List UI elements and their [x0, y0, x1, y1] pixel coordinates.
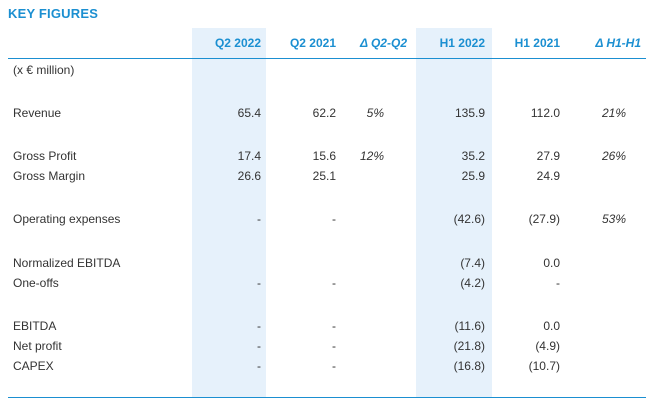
row-label-normalized-ebitda: Normalized EBITDA	[13, 256, 121, 270]
highlight-column-q2-2022	[192, 28, 266, 397]
header-divider	[8, 58, 646, 59]
row-label-one-offs: One-offs	[13, 276, 59, 290]
cell-net-profit-h1-2021: (4.9)	[535, 339, 560, 353]
cell-gross-profit-delta-q2: 12%	[359, 149, 384, 163]
cell-one-offs-h1-2022: (4.2)	[460, 276, 485, 290]
table-bottom-border	[8, 397, 646, 398]
row-label-ebitda: EBITDA	[13, 319, 57, 333]
cell-revenue-delta-h1: 21%	[601, 106, 626, 120]
row-label-capex: CAPEX	[13, 359, 54, 373]
cell-capex-h1-2021: (10.7)	[528, 359, 560, 373]
cell-gross-profit-h1-2022: 35.2	[461, 149, 485, 163]
cell-gross-profit-h1-2021: 27.9	[536, 149, 560, 163]
row-label-revenue: Revenue	[13, 106, 62, 120]
cell-gross-profit-delta-h1: 26%	[601, 149, 626, 163]
column-header-delta-q2: Δ Q2-Q2	[360, 36, 407, 50]
column-header-h1-2021: H1 2021	[514, 36, 560, 50]
row-label-gross-profit: Gross Profit	[13, 149, 77, 163]
cell-revenue-delta-q2: 5%	[366, 106, 384, 120]
cell-capex-q2-2022: -	[257, 359, 261, 373]
cell-gross-margin-q2-2022: 26.6	[237, 169, 261, 183]
cell-operating-expenses-q2-2021: -	[332, 212, 336, 226]
cell-operating-expenses-q2-2022: -	[257, 212, 261, 226]
cell-ebitda-q2-2022: -	[257, 319, 261, 333]
column-header-delta-h1: Δ H1-H1	[595, 36, 641, 50]
column-header-h1-2022: H1 2022	[439, 36, 485, 50]
cell-normalized-ebitda-h1-2022: (7.4)	[460, 256, 485, 270]
cell-ebitda-q2-2021: -	[332, 319, 336, 333]
cell-gross-margin-h1-2022: 25.9	[461, 169, 485, 183]
row-label-operating-expenses: Operating expenses	[13, 212, 121, 226]
cell-gross-margin-q2-2021: 25.1	[312, 169, 336, 183]
cell-gross-profit-q2-2022: 17.4	[237, 149, 261, 163]
cell-net-profit-h1-2022: (21.8)	[453, 339, 485, 353]
cell-revenue-q2-2022: 65.4	[237, 106, 261, 120]
table-title: KEY FIGURES	[8, 6, 99, 21]
cell-operating-expenses-h1-2021: (27.9)	[528, 212, 560, 226]
unit-label: (x € million)	[13, 63, 75, 77]
cell-ebitda-h1-2021: 0.0	[543, 319, 560, 333]
cell-revenue-h1-2022: 135.9	[454, 106, 485, 120]
cell-normalized-ebitda-h1-2021: 0.0	[543, 256, 560, 270]
cell-net-profit-q2-2021: -	[332, 339, 336, 353]
row-label-net-profit: Net profit	[13, 339, 62, 353]
cell-revenue-q2-2021: 62.2	[312, 106, 336, 120]
column-header-q2-2021: Q2 2021	[289, 36, 336, 50]
cell-one-offs-h1-2021: -	[556, 276, 560, 290]
cell-capex-h1-2022: (16.8)	[453, 359, 485, 373]
cell-operating-expenses-h1-2022: (42.6)	[453, 212, 485, 226]
row-label-gross-margin: Gross Margin	[13, 169, 86, 183]
highlight-column-h1-2022	[416, 28, 492, 397]
cell-operating-expenses-delta-h1: 53%	[601, 212, 626, 226]
column-header-q2-2022: Q2 2022	[214, 36, 261, 50]
cell-ebitda-h1-2022: (11.6)	[454, 319, 485, 333]
cell-net-profit-q2-2022: -	[257, 339, 261, 353]
cell-revenue-h1-2021: 112.0	[530, 106, 560, 120]
cell-capex-q2-2021: -	[332, 359, 336, 373]
cell-one-offs-q2-2021: -	[332, 276, 336, 290]
cell-one-offs-q2-2022: -	[257, 276, 261, 290]
cell-gross-margin-h1-2021: 24.9	[536, 169, 560, 183]
cell-gross-profit-q2-2021: 15.6	[312, 149, 336, 163]
